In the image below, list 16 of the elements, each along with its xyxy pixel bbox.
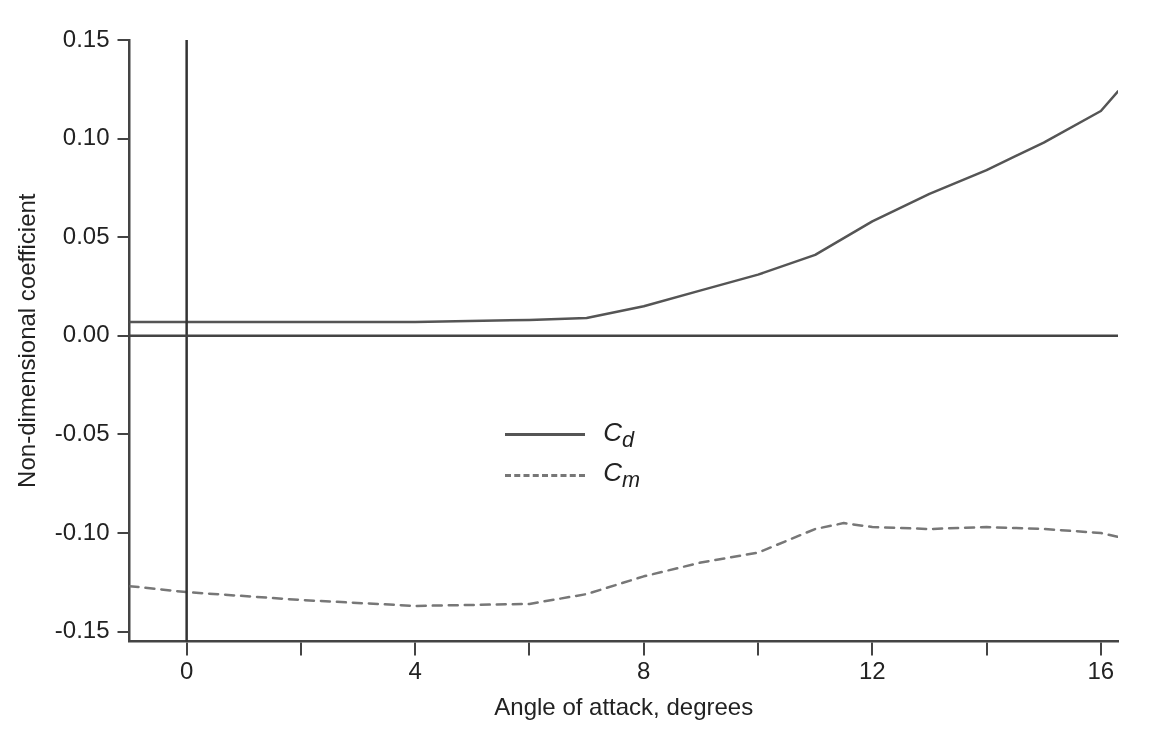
y-tick-label: -0.05 xyxy=(54,418,110,446)
x-tick-label: 4 xyxy=(408,657,422,685)
x-tick-label: 16 xyxy=(1087,657,1115,685)
y-axis-title: Non-dimensional coefficient xyxy=(13,193,41,488)
y-tick-label: 0.05 xyxy=(62,221,110,249)
x-axis-title: Angle of attack, degrees xyxy=(494,693,754,721)
x-tick-label: 0 xyxy=(179,657,194,685)
x-tick-label: 12 xyxy=(858,657,886,685)
y-tick-label: 0.15 xyxy=(62,24,110,52)
y-tick-label: -0.10 xyxy=(54,517,110,545)
y-tick-label: 0.00 xyxy=(62,320,110,348)
x-tick-label: 8 xyxy=(637,657,651,685)
y-tick-label: 0.10 xyxy=(62,123,110,151)
legend-label: C$_{m}$ xyxy=(603,457,640,494)
legend-label: C$_{d}$ xyxy=(603,416,634,454)
y-tick-label: -0.15 xyxy=(54,616,110,644)
